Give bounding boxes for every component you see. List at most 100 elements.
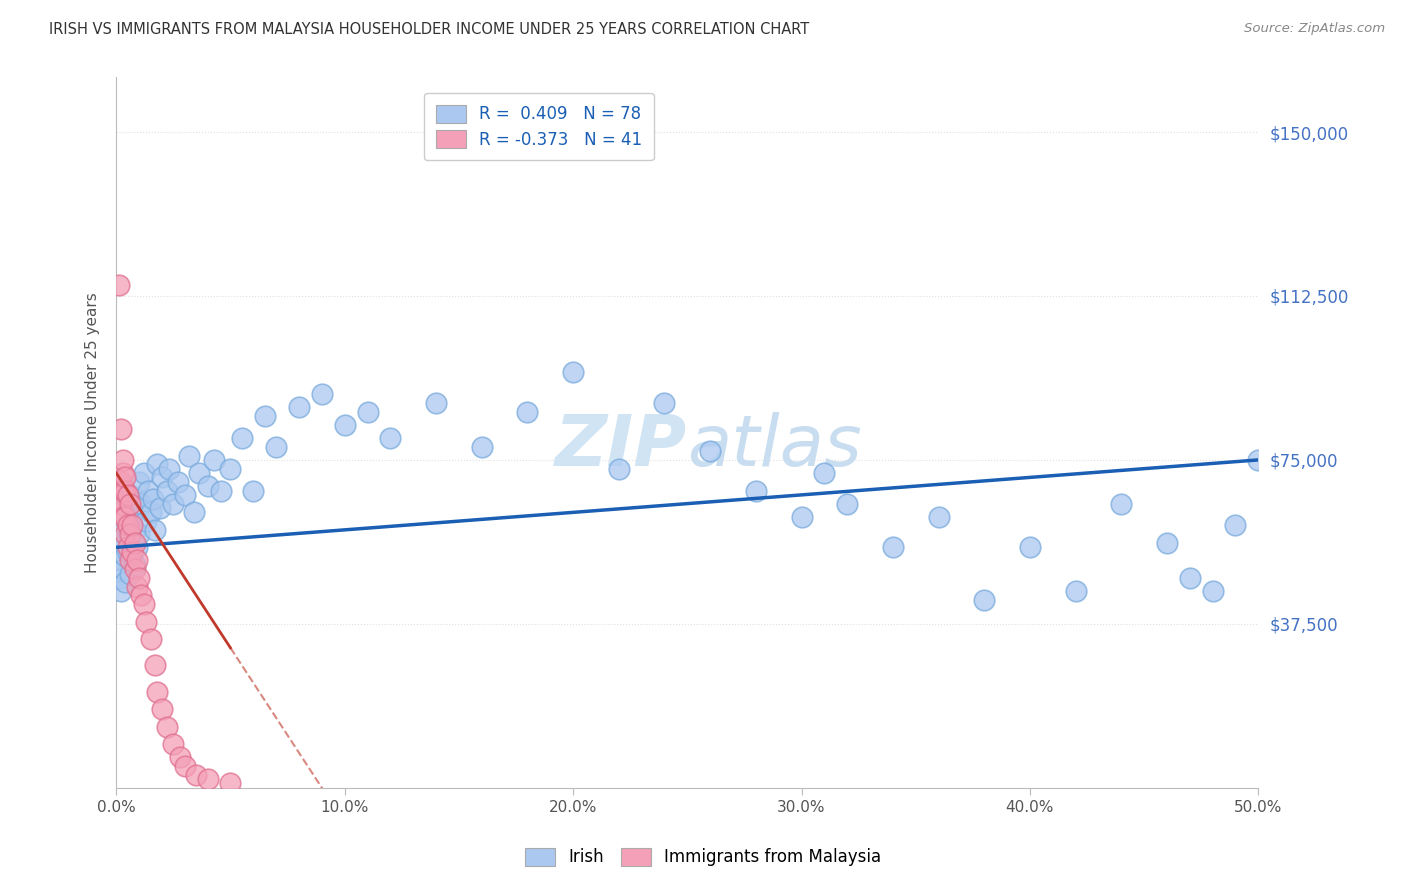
Text: Source: ZipAtlas.com: Source: ZipAtlas.com bbox=[1244, 22, 1385, 36]
Point bbox=[288, 401, 311, 415]
Point bbox=[114, 575, 136, 590]
Point bbox=[114, 509, 136, 524]
Point bbox=[204, 453, 226, 467]
Legend: R =  0.409   N = 78, R = -0.373   N = 41: R = 0.409 N = 78, R = -0.373 N = 41 bbox=[425, 93, 654, 161]
Point bbox=[125, 541, 148, 555]
Text: atlas: atlas bbox=[688, 412, 862, 482]
Point bbox=[837, 497, 859, 511]
Point bbox=[110, 475, 132, 489]
Point bbox=[117, 527, 139, 541]
Point bbox=[110, 518, 132, 533]
Point bbox=[124, 536, 146, 550]
Point bbox=[110, 584, 132, 599]
Point bbox=[1156, 536, 1178, 550]
Point bbox=[110, 497, 132, 511]
Point bbox=[654, 396, 676, 410]
Point bbox=[197, 479, 219, 493]
Point bbox=[142, 492, 165, 507]
Point bbox=[149, 501, 172, 516]
Point bbox=[114, 509, 136, 524]
Point bbox=[162, 737, 184, 751]
Point bbox=[231, 431, 253, 445]
Point bbox=[155, 720, 177, 734]
Point bbox=[143, 523, 166, 537]
Point bbox=[118, 488, 141, 502]
Point bbox=[219, 461, 242, 475]
Point bbox=[121, 545, 143, 559]
Point bbox=[114, 470, 136, 484]
Point bbox=[607, 461, 630, 475]
Point bbox=[107, 541, 129, 555]
Point bbox=[219, 776, 242, 790]
Point bbox=[110, 422, 132, 436]
Point bbox=[471, 440, 494, 454]
Point bbox=[107, 475, 129, 489]
Point bbox=[118, 527, 141, 541]
Point bbox=[356, 405, 378, 419]
Point bbox=[209, 483, 232, 498]
Point bbox=[112, 562, 135, 576]
Point bbox=[118, 514, 141, 528]
Point bbox=[132, 597, 155, 611]
Point bbox=[155, 483, 177, 498]
Point bbox=[813, 466, 835, 480]
Point bbox=[562, 366, 585, 380]
Point bbox=[114, 527, 136, 541]
Point bbox=[150, 702, 173, 716]
Point bbox=[121, 505, 143, 519]
Point bbox=[973, 592, 995, 607]
Point bbox=[139, 505, 162, 519]
Point bbox=[118, 553, 141, 567]
Point bbox=[197, 772, 219, 786]
Point bbox=[124, 562, 146, 576]
Point bbox=[167, 475, 190, 489]
Point bbox=[125, 580, 148, 594]
Point bbox=[112, 497, 135, 511]
Point bbox=[114, 483, 136, 498]
Point bbox=[187, 466, 209, 480]
Point bbox=[186, 767, 208, 781]
Point bbox=[1178, 571, 1201, 585]
Point bbox=[333, 417, 356, 432]
Point bbox=[117, 541, 139, 555]
Point bbox=[124, 558, 146, 572]
Point bbox=[1247, 453, 1270, 467]
Point bbox=[112, 509, 135, 524]
Point bbox=[117, 501, 139, 516]
Point bbox=[128, 527, 150, 541]
Point bbox=[928, 509, 950, 524]
Point bbox=[135, 514, 157, 528]
Point bbox=[118, 497, 141, 511]
Point bbox=[112, 532, 135, 546]
Point bbox=[118, 566, 141, 581]
Point bbox=[125, 492, 148, 507]
Point bbox=[425, 396, 447, 410]
Point bbox=[121, 518, 143, 533]
Point bbox=[1201, 584, 1223, 599]
Point bbox=[136, 483, 159, 498]
Point bbox=[146, 684, 169, 698]
Point bbox=[125, 553, 148, 567]
Legend: Irish, Immigrants from Malaysia: Irish, Immigrants from Malaysia bbox=[516, 839, 890, 875]
Point bbox=[146, 458, 169, 472]
Point bbox=[112, 483, 135, 498]
Point bbox=[107, 278, 129, 293]
Point bbox=[173, 488, 195, 502]
Point bbox=[790, 509, 813, 524]
Point bbox=[745, 483, 768, 498]
Point bbox=[242, 483, 264, 498]
Text: IRISH VS IMMIGRANTS FROM MALAYSIA HOUSEHOLDER INCOME UNDER 25 YEARS CORRELATION : IRISH VS IMMIGRANTS FROM MALAYSIA HOUSEH… bbox=[49, 22, 810, 37]
Point bbox=[139, 632, 162, 647]
Point bbox=[264, 440, 287, 454]
Point bbox=[128, 475, 150, 489]
Point bbox=[124, 523, 146, 537]
Text: ZIP: ZIP bbox=[555, 412, 688, 482]
Point bbox=[179, 449, 201, 463]
Point bbox=[311, 387, 333, 401]
Point bbox=[131, 497, 153, 511]
Point bbox=[131, 589, 153, 603]
Point bbox=[157, 461, 180, 475]
Point bbox=[882, 541, 904, 555]
Point bbox=[162, 497, 184, 511]
Point bbox=[112, 453, 135, 467]
